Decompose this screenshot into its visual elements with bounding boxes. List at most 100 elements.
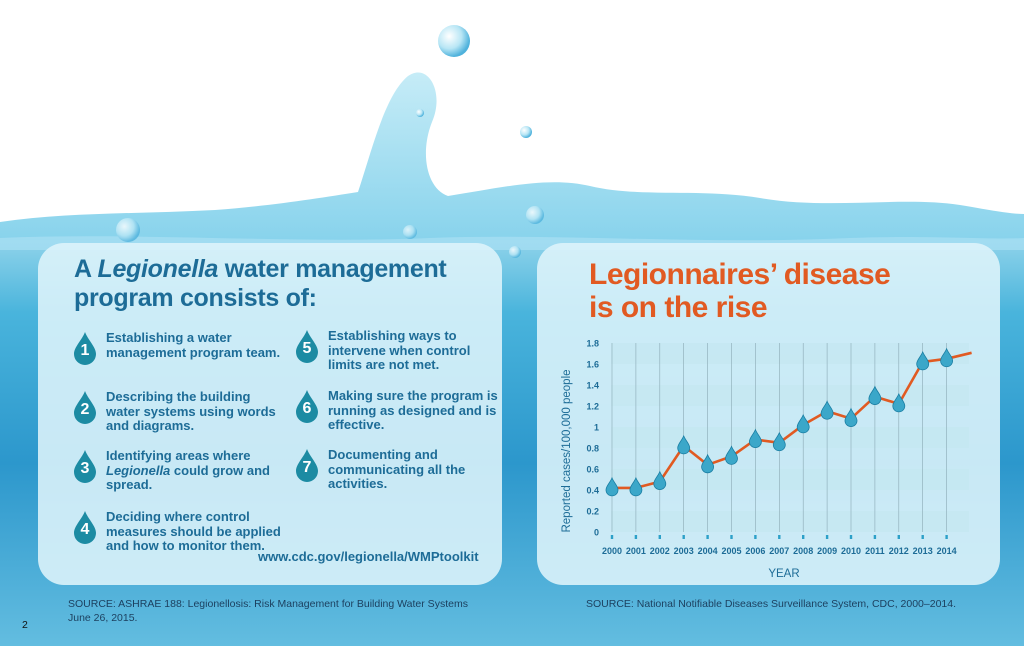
title-line2: program consists of: [74,284,317,312]
chart-title-line1: Legionnaires’ disease [589,258,891,291]
left-source-line1: SOURCE: ASHRAE 188: Legionellosis: Risk … [68,598,468,610]
program-step-7: 7 Documenting and communicating all the … [296,447,503,492]
page-number: 2 [22,619,28,631]
y-tick-label: 0.2 [586,507,599,517]
water-drop-icon: 6 [294,389,320,423]
x-tick-mark [945,535,948,539]
x-tick-label: 2002 [650,546,670,556]
data-point-drop [916,350,930,371]
y-tick-label: 1.4 [586,381,599,391]
data-point-drop [844,407,858,427]
x-tick-mark [849,535,853,539]
step-text: Identifying areas where Legionella could… [106,448,281,493]
water-drop-icon: 5 [294,329,320,363]
x-tick-label: 2005 [721,546,741,556]
program-step-1: 1 Establishing a water management progra… [74,330,281,365]
step-number: 6 [302,400,312,417]
step-text-part: could grow and spread. [106,462,270,492]
x-tick-label: 2014 [937,546,957,556]
title-italic: Legionella [97,255,219,283]
data-point-drop [868,385,882,405]
title-prefix: A [74,255,91,283]
x-tick-mark [825,535,829,539]
step-number: 2 [80,401,90,418]
x-tick-mark [658,535,661,539]
x-tick-label: 2006 [745,546,765,556]
data-point-drop [701,453,715,474]
data-point-drop [796,413,810,434]
y-tick-label: 0.4 [586,486,599,496]
grid-band [611,427,969,448]
x-tick-mark [921,535,924,539]
program-title: A Legionella water management program co… [74,255,447,313]
x-tick-label: 2009 [817,546,837,556]
chart-title-line2: is on the rise [589,291,768,324]
step-text-part: Identifying areas where [106,448,251,463]
step-text: Documenting and communicating all the ac… [328,447,466,491]
data-point-drop [820,400,834,420]
x-tick-mark [873,535,877,539]
grid-band [611,511,969,532]
x-tick-label: 2011 [865,546,885,556]
x-tick-mark [610,535,614,539]
water-drop-icon: 7 [294,448,320,482]
x-tick-mark [802,535,805,539]
program-step-2: 2 Describing the building water systems … [74,389,281,434]
legionnaires-line-chart: 0 0.2 0.4 0.6 0.8 1 1.2 1.4 1.6 1.8 2000 2001 2002 20… [561,339,972,580]
program-step-4: 4 Deciding where control measures should… [74,509,281,554]
x-tick-mark [778,535,781,539]
y-tick-label: 0.6 [586,465,599,475]
data-point-drop [629,476,643,497]
step-text: Making sure the program is running as de… [328,388,498,432]
toolkit-url[interactable]: www.cdc.gov/legionella/WMPtoolkit [258,549,479,564]
x-axis-label: YEAR [768,568,799,580]
left-source-line2: June 26, 2015. [68,612,138,624]
step-text: Establishing a water management program … [106,330,281,360]
data-point-drop [940,347,954,368]
program-step-3: 3 Identifying areas where Legionella cou… [74,448,281,493]
chart-panel-title: Legionnaires’ disease is on the rise [589,258,891,324]
data-point-drop [653,470,667,490]
x-tick-label: 2012 [889,546,909,556]
step-number: 4 [80,521,90,538]
grid-band [611,385,969,406]
data-point-drop [605,476,619,497]
x-tick-label: 2003 [674,546,694,556]
x-tick-mark [730,535,733,539]
series-line [612,351,972,490]
y-tick-label: 1 [594,423,599,433]
data-point-drop [892,392,906,413]
grid-band [611,469,969,490]
title-rest: water management [224,255,447,283]
step-number: 3 [80,460,90,477]
step-number: 1 [80,342,90,359]
left-source-note: SOURCE: ASHRAE 188: Legionellosis: Risk … [68,597,468,625]
right-source-note: SOURCE: National Notifiable Diseases Sur… [586,598,957,610]
program-step-5: 5 Establishing ways to intervene when co… [296,328,503,373]
step-number: 7 [302,459,312,476]
x-tick-label: 2010 [841,546,861,556]
water-drop-icon: 3 [72,449,98,483]
y-tick-label: 1.6 [586,360,599,370]
water-drop-icon: 1 [72,331,98,365]
water-drop-icon: 2 [72,390,98,424]
water-drop-icon: 4 [72,510,98,544]
x-tick-mark [706,535,709,539]
data-point-drop [677,434,691,455]
step-number: 5 [302,340,312,357]
step-text: Establishing ways to intervene when cont… [328,328,471,372]
y-tick-label: 1.2 [586,402,599,412]
program-step-6: 6 Making sure the program is running as … [296,388,503,433]
x-tick-label: 2001 [626,546,646,556]
program-steps-panel: A Legionella water management program co… [38,243,502,585]
x-tick-label: 2004 [698,546,718,556]
x-tick-mark [754,535,757,539]
step-text: Describing the building water systems us… [106,389,276,433]
x-tick-mark [634,535,638,539]
data-point-drop [725,445,738,465]
data-point-drop [748,428,762,448]
x-tick-mark [682,535,685,539]
x-tick-label: 2000 [602,546,622,556]
y-tick-label: 0.8 [586,444,599,454]
y-tick-label: 1.8 [586,339,599,349]
